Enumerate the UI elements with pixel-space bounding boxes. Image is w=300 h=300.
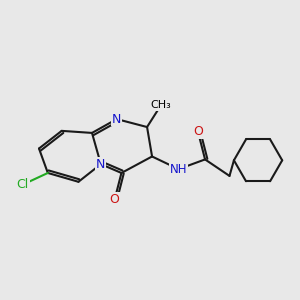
- Text: O: O: [193, 125, 203, 138]
- Text: N: N: [96, 158, 106, 171]
- Text: O: O: [110, 193, 120, 206]
- Text: CH₃: CH₃: [151, 100, 171, 110]
- Text: NH: NH: [170, 163, 187, 176]
- Text: Cl: Cl: [16, 178, 28, 191]
- Text: N: N: [112, 112, 122, 126]
